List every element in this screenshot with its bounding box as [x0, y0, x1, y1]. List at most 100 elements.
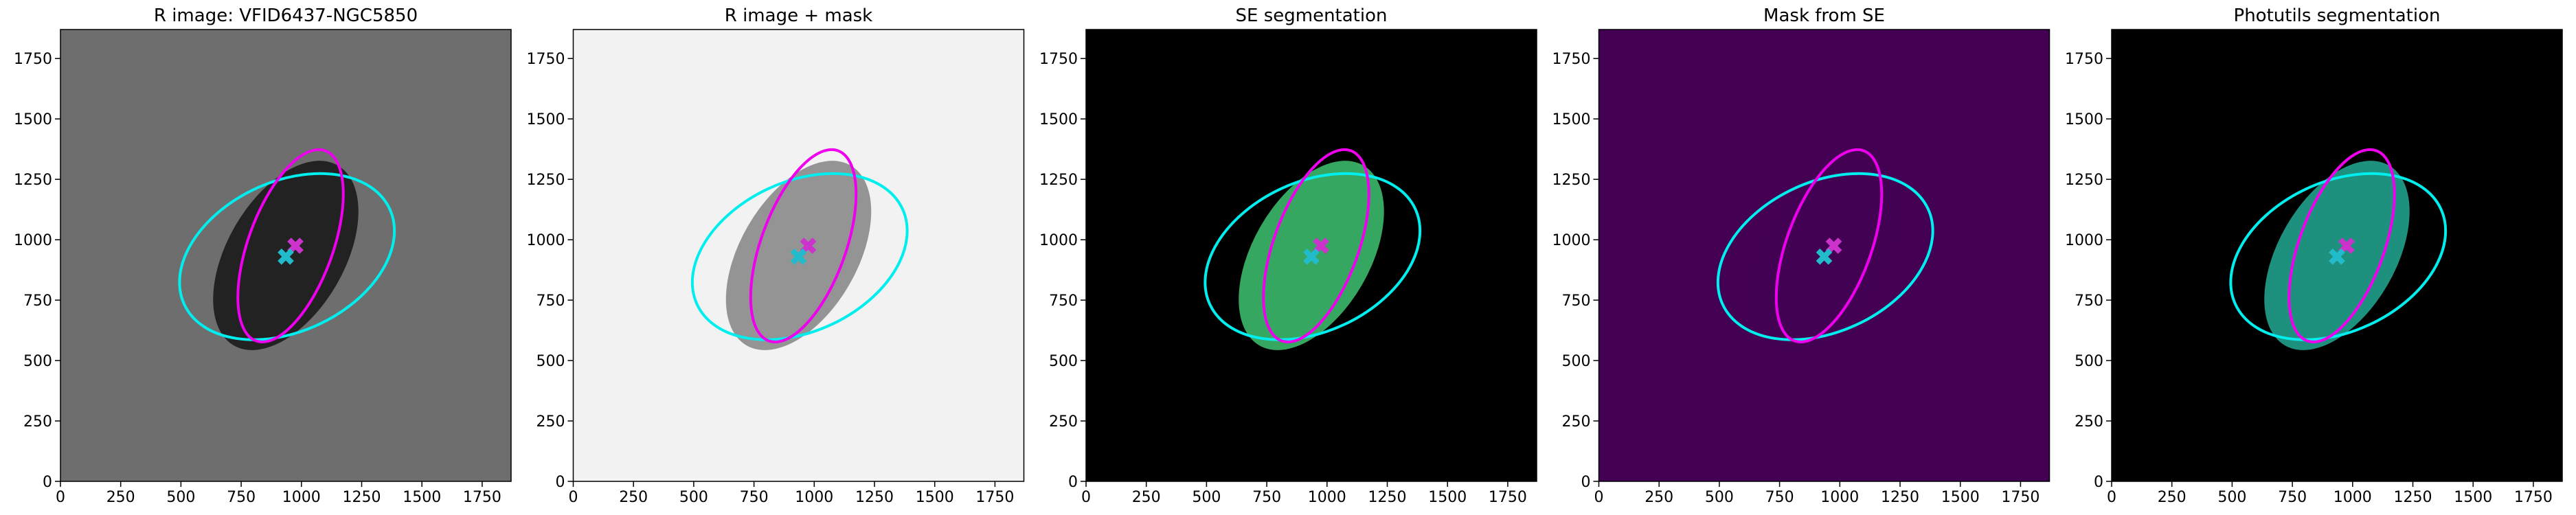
- x-tick-label: 1500: [916, 489, 954, 506]
- aperture-ellipse: [690, 172, 909, 341]
- x-tick-label: 0: [569, 489, 578, 506]
- panel: 0 250 500 750 1000 1250 1500 1750 0 250 500 750 1000…: [1039, 5, 1537, 506]
- panel-title: Photutils segmentation: [2234, 5, 2441, 26]
- x-tick-label: 1250: [1881, 489, 1919, 506]
- y-tick-label: 1000: [2065, 232, 2103, 249]
- y-tick-label: 1250: [527, 172, 565, 189]
- panel-title: SE segmentation: [1236, 5, 1388, 26]
- axes-frame: [2111, 29, 2563, 482]
- x-tick-label: 1750: [975, 489, 1014, 506]
- y-tick-label: 0: [43, 474, 52, 491]
- x-tick-label: 1000: [282, 489, 321, 506]
- image-area: [1086, 30, 1537, 481]
- x-tick-label: 1750: [1489, 489, 1527, 506]
- y-tick-label: 1250: [14, 172, 52, 189]
- y-tick-label: 750: [536, 293, 565, 310]
- x-tick-label: 1500: [1941, 489, 1980, 506]
- y-tick-label: 500: [1049, 353, 1078, 370]
- y-tick-label: 1500: [2065, 111, 2103, 128]
- y-tick-label: 1750: [2065, 51, 2103, 68]
- y-tick-label: 1000: [14, 232, 52, 249]
- y-tick-label: 750: [1562, 293, 1591, 310]
- x-tick-label: 250: [1645, 489, 1673, 506]
- x-tick-label: 1250: [855, 489, 894, 506]
- y-tick-label: 1000: [1039, 232, 1078, 249]
- x-tick-label: 0: [1081, 489, 1091, 506]
- y-tick-label: 0: [556, 474, 565, 491]
- y-tick-label: 500: [2075, 353, 2103, 370]
- panel-title: Mask from SE: [1763, 5, 1885, 26]
- center-marker: [278, 248, 294, 265]
- y-tick-label: 1750: [14, 51, 52, 68]
- x-tick-label: 1500: [403, 489, 441, 506]
- x-tick-label: 250: [2158, 489, 2187, 506]
- y-tick-label: 1250: [2065, 172, 2103, 189]
- y-tick-label: 1750: [1039, 51, 1078, 68]
- aperture-ellipse: [749, 148, 858, 343]
- y-tick-label: 250: [536, 413, 565, 431]
- center-marker: [790, 248, 807, 265]
- y-tick-label: 1250: [1039, 172, 1078, 189]
- y-tick-label: 1500: [1552, 111, 1591, 128]
- x-tick-label: 1000: [2334, 489, 2372, 506]
- x-tick-label: 1750: [2001, 489, 2040, 506]
- y-tick-label: 1750: [1552, 51, 1591, 68]
- y-tick-label: 250: [23, 413, 52, 431]
- aperture-ellipse: [2287, 148, 2396, 343]
- panel: 0 250 500 750 1000 1250 1500 1750 0 250 500 750 1000…: [14, 5, 512, 506]
- y-tick-label: 750: [2075, 293, 2103, 310]
- axes-frame: [572, 29, 1025, 482]
- x-tick-label: 1250: [343, 489, 381, 506]
- y-tick-label: 500: [23, 353, 52, 370]
- y-tick-label: 1000: [527, 232, 565, 249]
- y-tick-label: 750: [1049, 293, 1078, 310]
- y-tick-label: 1500: [527, 111, 565, 128]
- x-tick-label: 1750: [2514, 489, 2553, 506]
- y-tick-label: 1250: [1552, 172, 1591, 189]
- aperture-ellipse: [1716, 172, 1934, 341]
- aperture-ellipse: [1774, 148, 1884, 343]
- x-tick-label: 750: [227, 489, 256, 506]
- y-tick-label: 1000: [1552, 232, 1591, 249]
- center-marker: [1816, 248, 1833, 265]
- x-tick-label: 1250: [2394, 489, 2432, 506]
- panel-title: R image: VFID6437-NGC5850: [154, 5, 418, 26]
- panel: 0 250 500 750 1000 1250 1500 1750 0 250 500 750 1000…: [1552, 5, 2050, 506]
- x-tick-label: 750: [1252, 489, 1281, 506]
- y-tick-label: 0: [2094, 474, 2103, 491]
- aperture-ellipse: [178, 172, 396, 341]
- x-tick-label: 1250: [1368, 489, 1407, 506]
- y-tick-label: 1500: [14, 111, 52, 128]
- y-tick-label: 750: [23, 293, 52, 310]
- x-tick-label: 500: [1192, 489, 1221, 506]
- x-tick-label: 1000: [1820, 489, 1859, 506]
- x-tick-label: 750: [1765, 489, 1794, 506]
- panel: 0 250 500 750 1000 1250 1500 1750 0 250 500 750 1000…: [527, 5, 1025, 506]
- y-tick-label: 500: [536, 353, 565, 370]
- x-tick-label: 750: [2278, 489, 2307, 506]
- y-tick-label: 250: [1049, 413, 1078, 431]
- x-tick-label: 1000: [1308, 489, 1346, 506]
- x-tick-label: 500: [679, 489, 708, 506]
- image-area: [2112, 30, 2562, 481]
- x-tick-label: 250: [1132, 489, 1161, 506]
- panel: 0 250 500 750 1000 1250 1500 1750 0 250 500 750 1000…: [2065, 5, 2563, 506]
- x-tick-label: 250: [619, 489, 648, 506]
- x-tick-label: 750: [740, 489, 769, 506]
- x-tick-label: 1500: [2454, 489, 2492, 506]
- image-area: [60, 30, 511, 481]
- x-tick-label: 1000: [795, 489, 833, 506]
- axes-frame: [1598, 29, 2050, 482]
- x-tick-label: 0: [2107, 489, 2116, 506]
- x-tick-label: 1500: [1428, 489, 1467, 506]
- image-area: [1598, 30, 2050, 481]
- center-marker: [2329, 248, 2345, 265]
- aperture-ellipse: [236, 148, 345, 343]
- aperture-ellipse: [2229, 172, 2448, 341]
- y-tick-label: 500: [1562, 353, 1591, 370]
- axes-frame: [1085, 29, 1537, 482]
- axes-frame: [60, 29, 512, 482]
- y-tick-label: 250: [2075, 413, 2103, 431]
- aperture-ellipse: [1204, 172, 1422, 341]
